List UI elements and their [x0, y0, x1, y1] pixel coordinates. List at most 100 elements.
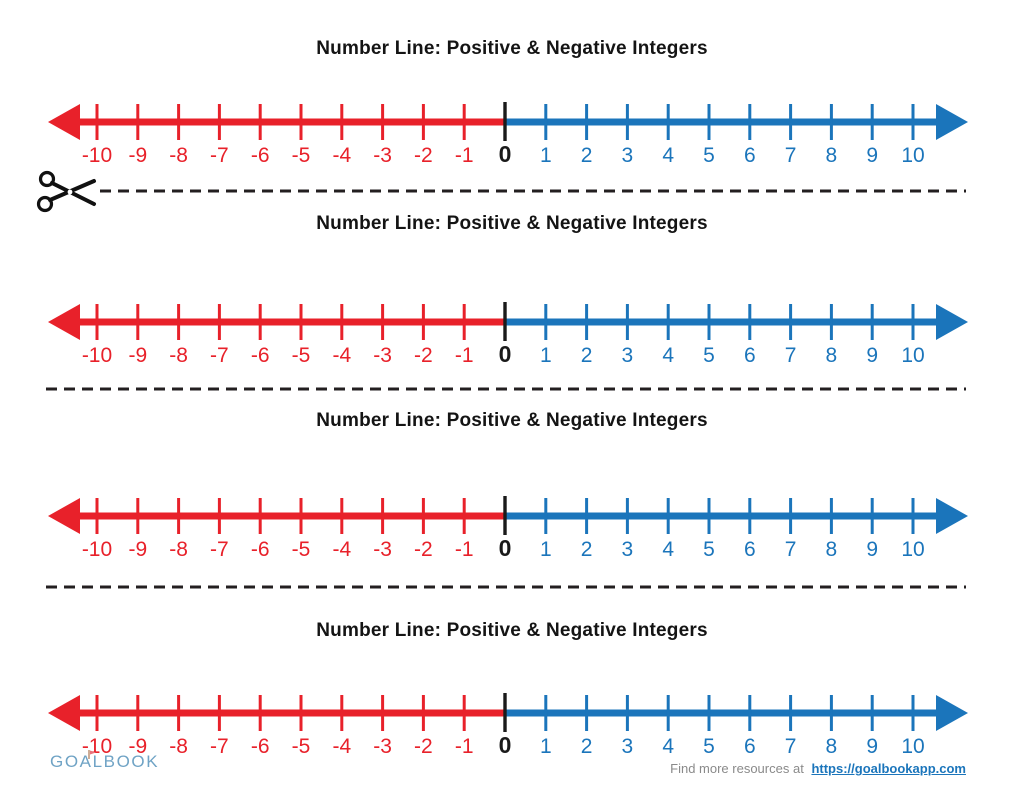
tick-label: -4	[332, 538, 351, 561]
number-line-graphic: -10 -9 -8 -7 -6 -5 -4 -3 -2 -1 0 1 2 3 4 5 6 7 8 9 10	[48, 102, 968, 167]
tick-label: 7	[785, 735, 797, 758]
tick-label: -2	[414, 144, 433, 167]
tick-label: -10	[82, 344, 112, 367]
tick-label: -8	[169, 344, 188, 367]
left-arrowhead-icon	[48, 498, 80, 534]
tick-label: 7	[785, 538, 797, 561]
tick-label: -4	[332, 344, 351, 367]
section-title: Number Line: Positive & Negative Integer…	[316, 620, 708, 641]
tick-label: -7	[210, 538, 229, 561]
tick-label: -3	[373, 735, 392, 758]
tick-label: -7	[210, 144, 229, 167]
tick-label: -1	[455, 144, 474, 167]
tick-label: 4	[662, 144, 674, 167]
tick-label: -2	[414, 344, 433, 367]
scissors-icon	[36, 166, 100, 218]
tick-label: 6	[744, 735, 756, 758]
tick-label: -5	[292, 538, 311, 561]
number-line: -10 -9 -8 -7 -6 -5 -4 -3 -2 -1 0 1 2 3 4 5 6 7 8 9 10	[42, 288, 970, 368]
goalbook-logo-text: GOALBOOK	[50, 752, 160, 771]
tick-label: 0	[499, 341, 512, 367]
number-line-graphic: -10 -9 -8 -7 -6 -5 -4 -3 -2 -1 0 1 2 3 4 5 6 7 8 9 10	[48, 302, 968, 367]
footer-link[interactable]: https://goalbookapp.com	[811, 761, 966, 776]
section-title: Number Line: Positive & Negative Integer…	[316, 213, 708, 234]
number-line-graphic: -10 -9 -8 -7 -6 -5 -4 -3 -2 -1 0 1 2 3 4 5 6 7 8 9 10	[48, 496, 968, 561]
tick-label: -6	[251, 538, 270, 561]
footer-note: Find more resources at https://goalbooka…	[670, 761, 966, 776]
cut-line	[46, 386, 966, 392]
tick-label: -6	[251, 735, 270, 758]
tick-label: 1	[540, 538, 552, 561]
tick-label: 5	[703, 538, 715, 561]
tick-label: 3	[622, 538, 634, 561]
tick-label: 2	[581, 144, 593, 167]
number-line: -10 -9 -8 -7 -6 -5 -4 -3 -2 -1 0 1 2 3 4 5 6 7 8 9 10	[42, 482, 970, 562]
tick-label: 2	[581, 344, 593, 367]
tick-label: -1	[455, 538, 474, 561]
number-line-graphic: -10 -9 -8 -7 -6 -5 -4 -3 -2 -1 0 1 2 3 4 5 6 7 8 9 10	[48, 693, 968, 758]
tick-label: 8	[826, 735, 838, 758]
tick-label: -9	[128, 344, 147, 367]
cut-line	[100, 188, 966, 194]
tick-label: -2	[414, 735, 433, 758]
tick-label: -9	[128, 735, 147, 758]
tick-label: -7	[210, 735, 229, 758]
cut-line	[46, 584, 966, 590]
tick-label: -6	[251, 344, 270, 367]
tick-label: 8	[826, 344, 838, 367]
tick-label: 3	[622, 735, 634, 758]
tick-label: -8	[169, 538, 188, 561]
tick-label: 6	[744, 538, 756, 561]
logo-flag-icon	[87, 745, 97, 759]
tick-label: -7	[210, 344, 229, 367]
tick-label: 1	[540, 144, 552, 167]
tick-label: -3	[373, 538, 392, 561]
tick-label: -10	[82, 144, 112, 167]
tick-label: 7	[785, 144, 797, 167]
tick-label: 0	[499, 141, 512, 167]
right-arrowhead-icon	[936, 304, 968, 340]
left-arrowhead-icon	[48, 304, 80, 340]
tick-label: 7	[785, 344, 797, 367]
right-arrowhead-icon	[936, 498, 968, 534]
tick-label: 1	[540, 344, 552, 367]
tick-label: 2	[581, 735, 593, 758]
tick-label: 9	[866, 538, 878, 561]
tick-label: 0	[499, 535, 512, 561]
tick-label: -9	[128, 144, 147, 167]
tick-label: -3	[373, 344, 392, 367]
tick-label: -5	[292, 735, 311, 758]
tick-label: 10	[901, 344, 924, 367]
number-line: -10 -9 -8 -7 -6 -5 -4 -3 -2 -1 0 1 2 3 4 5 6 7 8 9 10	[42, 679, 970, 759]
section-title: Number Line: Positive & Negative Integer…	[316, 410, 708, 431]
tick-label: 6	[744, 144, 756, 167]
tick-label: -9	[128, 538, 147, 561]
tick-label: 1	[540, 735, 552, 758]
tick-label: 9	[866, 735, 878, 758]
right-arrowhead-icon	[936, 104, 968, 140]
right-arrowhead-icon	[936, 695, 968, 731]
tick-label: 10	[901, 538, 924, 561]
tick-label: -5	[292, 344, 311, 367]
tick-label: 3	[622, 344, 634, 367]
tick-label: 4	[662, 344, 674, 367]
tick-label: 5	[703, 735, 715, 758]
tick-label: -4	[332, 735, 351, 758]
tick-label: -3	[373, 144, 392, 167]
tick-label: 9	[866, 344, 878, 367]
tick-label: -10	[82, 538, 112, 561]
left-arrowhead-icon	[48, 104, 80, 140]
tick-label: -1	[455, 344, 474, 367]
tick-label: -6	[251, 144, 270, 167]
tick-label: 6	[744, 344, 756, 367]
tick-label: 10	[901, 735, 924, 758]
tick-label: -8	[169, 735, 188, 758]
tick-label: 4	[662, 538, 674, 561]
tick-label: 5	[703, 344, 715, 367]
tick-label: -5	[292, 144, 311, 167]
section-title: Number Line: Positive & Negative Integer…	[316, 38, 708, 59]
tick-label: 0	[499, 732, 512, 758]
tick-label: 2	[581, 538, 593, 561]
footer-text: Find more resources at	[670, 761, 804, 776]
